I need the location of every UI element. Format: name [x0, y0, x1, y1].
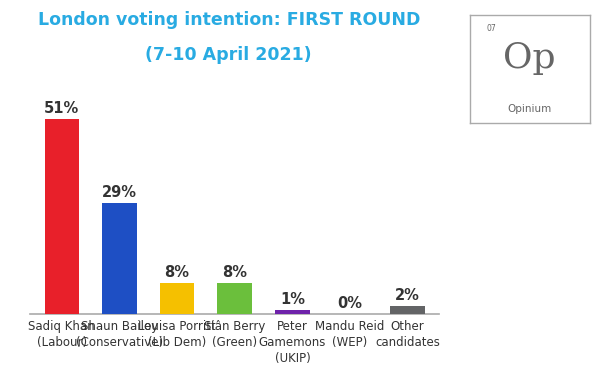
Bar [160, 283, 194, 314]
Bar [45, 119, 79, 314]
Text: 51%: 51% [44, 101, 79, 116]
Text: 2%: 2% [396, 288, 420, 303]
Text: 8%: 8% [222, 265, 247, 280]
Text: 1%: 1% [280, 292, 305, 307]
Text: Op: Op [503, 41, 556, 75]
Bar [217, 283, 252, 314]
Text: 29%: 29% [102, 185, 137, 200]
Bar [102, 203, 137, 314]
Text: (7-10 April 2021): (7-10 April 2021) [146, 46, 312, 64]
Text: 8%: 8% [164, 265, 190, 280]
Bar [391, 306, 425, 314]
Text: Opinium: Opinium [507, 104, 552, 114]
Text: London voting intention: FIRST ROUND: London voting intention: FIRST ROUND [37, 11, 420, 29]
Text: 07: 07 [486, 24, 496, 33]
Bar [275, 310, 310, 314]
Text: 0%: 0% [338, 296, 362, 311]
